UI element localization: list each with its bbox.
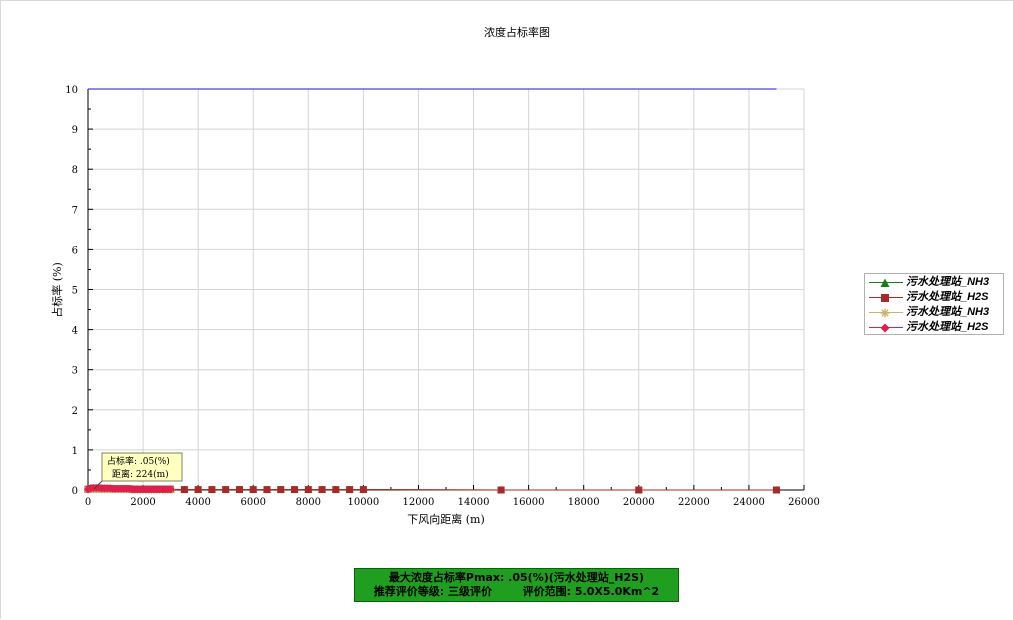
x-tick-label: 22000 [678, 497, 710, 508]
legend-item-h2s-2: 污水处理站_H2S [865, 320, 1003, 335]
x-tick-label: 6000 [241, 497, 266, 508]
data-point [360, 486, 367, 493]
data-point [222, 486, 229, 493]
data-point [773, 487, 780, 494]
y-tick-label: 2 [72, 406, 78, 417]
x-axis-label: 下风向距离 (m) [407, 512, 485, 526]
annotation-line-2: 距离: 224(m) [112, 468, 169, 480]
y-tick-label: 9 [72, 125, 78, 136]
series-line [88, 488, 776, 490]
y-tick-label: 1 [72, 446, 78, 457]
x-tick-label: 20000 [623, 497, 655, 508]
pmax-text: 最大浓度占标率Pmax: .05(%)(污水处理站_H2S) [355, 571, 678, 585]
y-tick-label: 5 [72, 286, 78, 297]
square-marker-icon [880, 293, 890, 303]
x-tick-label: 14000 [458, 497, 490, 508]
y-tick-label: 0 [72, 486, 78, 497]
grid-lines [88, 89, 804, 490]
data-point [181, 486, 188, 493]
data-point [264, 486, 271, 493]
x-tick-label: 0 [85, 497, 91, 508]
evaluation-summary-box: 最大浓度占标率Pmax: .05(%)(污水处理站_H2S) 推荐评价等级: 三… [354, 568, 679, 602]
series-layer [84, 89, 780, 494]
data-point [319, 486, 326, 493]
y-axis-label: 占标率 (%) [50, 262, 64, 318]
y-tick-label: 4 [72, 326, 78, 337]
data-point [208, 486, 215, 493]
x-tick-label: 8000 [296, 497, 321, 508]
legend-item-h2s: 污水处理站_H2S [865, 290, 1003, 305]
legend-label: 污水处理站_H2S [906, 290, 989, 305]
legend-label: 污水处理站_H2S [906, 320, 989, 335]
y-tick-label: 7 [72, 205, 78, 216]
data-point [498, 487, 505, 494]
data-point [195, 486, 202, 493]
legend-label: 污水处理站_NH3 [906, 305, 989, 320]
legend-item-nh3-2: 污水处理站_NH3 [865, 305, 1003, 320]
x-tick-label: 2000 [130, 497, 155, 508]
chart-title: 浓度占标率图 [484, 25, 550, 39]
max-annotation: 占标率: .05(%) 距离: 224(m) [94, 453, 182, 489]
legend-label: 污水处理站_NH3 [906, 275, 989, 290]
y-tick-label: 8 [72, 165, 78, 176]
data-point [291, 486, 298, 493]
star-marker-icon [880, 308, 890, 318]
data-point [236, 486, 243, 493]
y-tick-label: 6 [72, 245, 78, 256]
x-tick-label: 18000 [568, 497, 600, 508]
data-point [250, 486, 257, 493]
diamond-marker-icon [880, 323, 890, 333]
x-tick-label: 10000 [347, 497, 379, 508]
x-tick-label: 26000 [788, 497, 820, 508]
data-point [332, 486, 339, 493]
data-point [277, 486, 284, 493]
evaluation-grade-text: 推荐评价等级: 三级评价 评价范围: 5.0X5.0Km^2 [355, 585, 678, 599]
triangle-marker-icon [880, 278, 890, 288]
y-tick-label: 3 [72, 366, 78, 377]
x-tick-label: 12000 [403, 497, 435, 508]
y-tick-label: 10 [65, 85, 78, 96]
chart-legend: 污水处理站_NH3 污水处理站_H2S 污水处理站_NH3 污水处理站_H2S [864, 273, 1004, 335]
data-point [305, 486, 312, 493]
x-tick-label: 24000 [733, 497, 765, 508]
x-tick-label: 16000 [513, 497, 545, 508]
annotation-line-1: 占标率: .05(%) [107, 455, 170, 467]
x-tick-label: 4000 [185, 497, 210, 508]
data-point [346, 486, 353, 493]
data-point [635, 487, 642, 494]
legend-item-nh3: 污水处理站_NH3 [865, 275, 1003, 290]
